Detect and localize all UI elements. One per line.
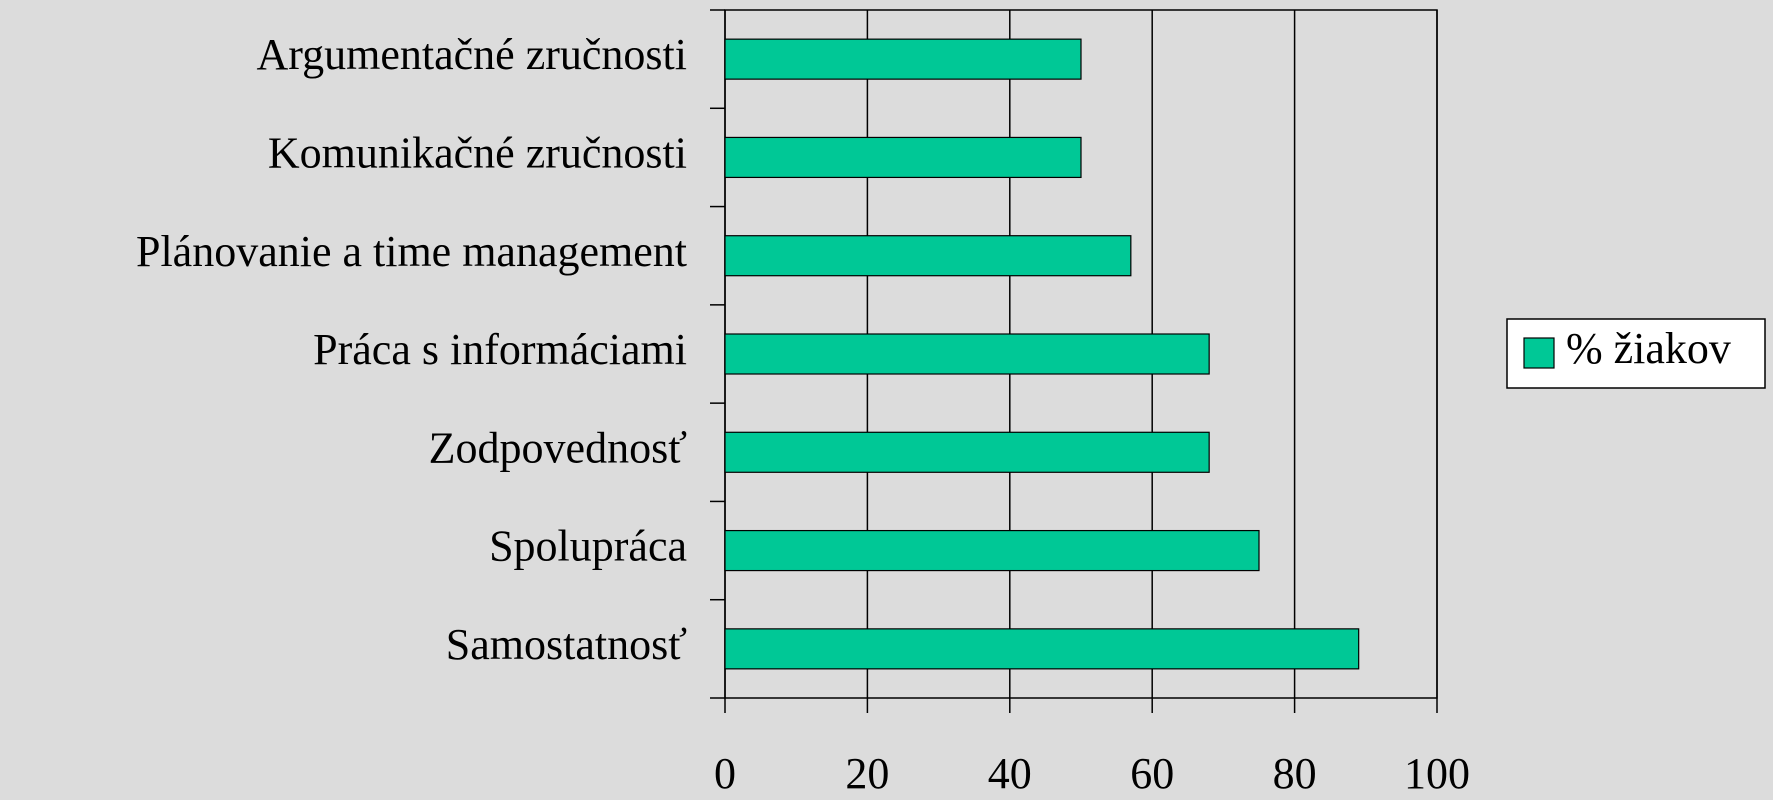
x-tick-label: 20 (845, 749, 889, 798)
y-tick-label: Komunikačné zručnosti (268, 129, 687, 178)
y-tick-label: Argumentačné zručnosti (257, 30, 687, 79)
y-tick-label: Spolupráca (489, 522, 687, 571)
y-tick-label: Plánovanie a time management (136, 227, 687, 276)
x-tick-label: 60 (1130, 749, 1174, 798)
bar (724, 431, 1210, 473)
x-tick-label: 0 (714, 749, 736, 798)
x-tick-label: 100 (1404, 749, 1470, 798)
bar (724, 628, 1360, 670)
legend-label: % žiakov (1566, 324, 1731, 373)
legend-swatch (1523, 337, 1555, 369)
x-tick-label: 80 (1273, 749, 1317, 798)
bar (724, 529, 1260, 572)
y-tick-label: Samostatnosť (446, 620, 687, 669)
bar (724, 38, 1082, 80)
bar (724, 136, 1082, 179)
y-tick-label: Práca s informáciami (313, 325, 687, 374)
bar (724, 333, 1210, 375)
bar (724, 235, 1132, 277)
x-tick-label: 40 (988, 749, 1032, 798)
y-tick-label: Zodpovednosť (429, 423, 688, 472)
